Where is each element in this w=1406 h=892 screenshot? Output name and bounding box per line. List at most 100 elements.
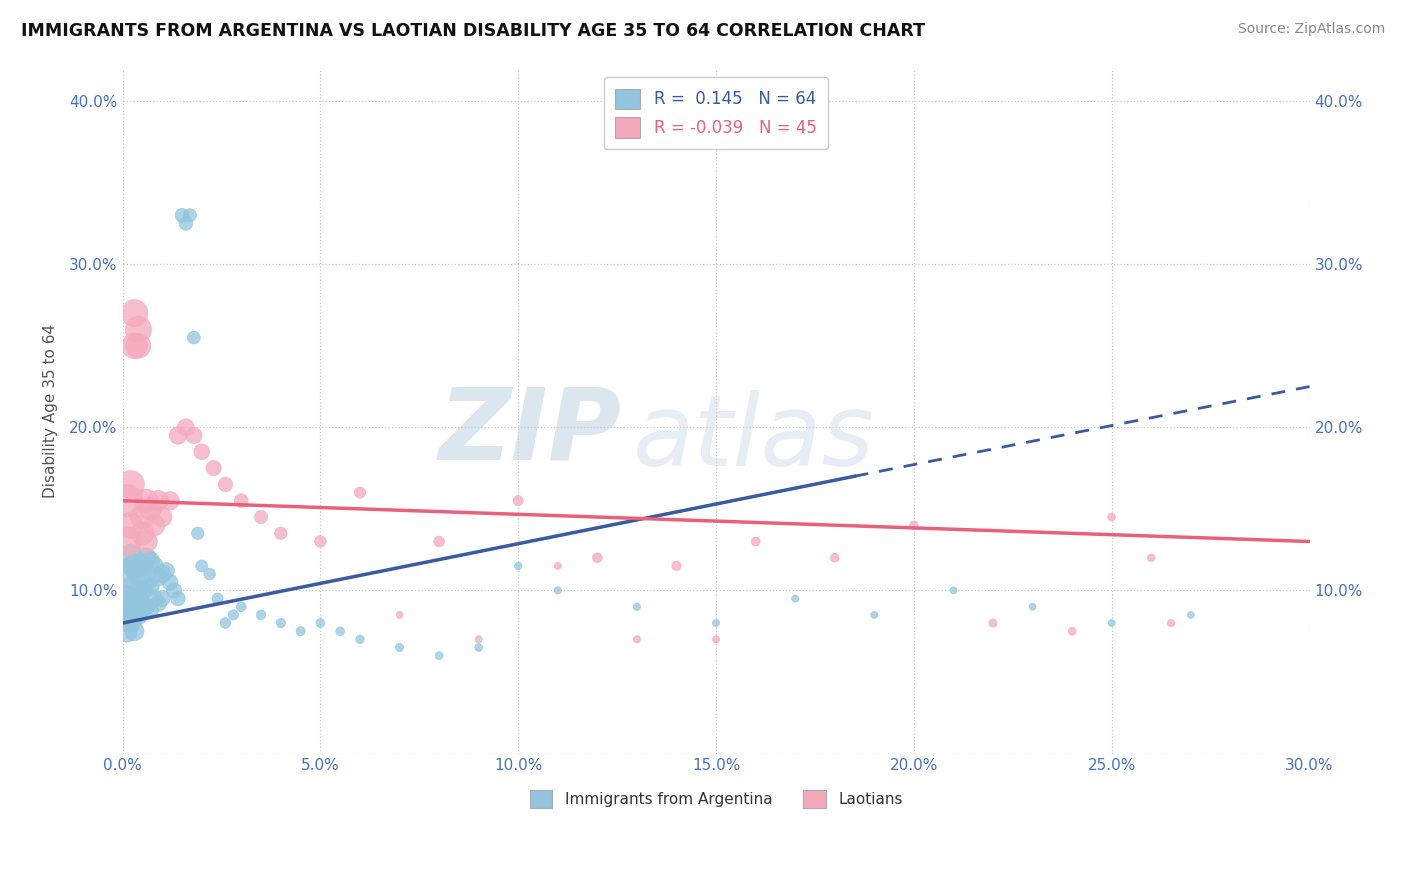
Point: [170, 208, 193, 222]
Text: atlas: atlas: [633, 390, 875, 487]
Point: [467, 640, 489, 655]
Point: [115, 607, 138, 622]
Point: [231, 493, 253, 508]
Point: [115, 493, 138, 508]
Point: [187, 526, 209, 541]
Point: [143, 558, 166, 573]
Point: [309, 534, 332, 549]
Point: [150, 567, 173, 582]
Point: [744, 534, 766, 549]
Point: [155, 564, 177, 578]
Point: [120, 599, 142, 614]
Point: [508, 558, 530, 573]
Point: [704, 615, 727, 630]
Point: [150, 591, 173, 606]
Point: [214, 477, 236, 491]
Point: [467, 632, 489, 647]
Point: [174, 420, 197, 434]
Point: [427, 534, 450, 549]
Point: [508, 493, 530, 508]
Point: [124, 607, 146, 622]
Point: [131, 558, 153, 573]
Point: [124, 558, 146, 573]
Point: [626, 599, 648, 614]
Point: [135, 534, 157, 549]
Point: [427, 648, 450, 663]
Point: [1160, 615, 1182, 630]
Point: [231, 599, 253, 614]
Point: [270, 615, 292, 630]
Point: [124, 306, 146, 320]
Point: [1140, 550, 1163, 565]
Point: [981, 615, 1004, 630]
Point: [135, 599, 157, 614]
Point: [214, 615, 236, 630]
Point: [139, 603, 162, 617]
Point: [120, 477, 142, 491]
Point: [127, 322, 149, 336]
Point: [159, 493, 181, 508]
Point: [190, 444, 212, 458]
Point: [863, 607, 886, 622]
Point: [665, 558, 688, 573]
Point: [159, 575, 181, 590]
Point: [183, 428, 205, 442]
Point: [127, 567, 149, 582]
Point: [150, 510, 173, 524]
Point: [824, 550, 846, 565]
Point: [1180, 607, 1202, 622]
Point: [222, 607, 245, 622]
Point: [547, 583, 569, 598]
Y-axis label: Disability Age 35 to 64: Disability Age 35 to 64: [44, 324, 58, 498]
Point: [131, 583, 153, 598]
Point: [139, 501, 162, 516]
Point: [131, 510, 153, 524]
Point: [120, 615, 142, 630]
Point: [127, 591, 149, 606]
Point: [115, 624, 138, 639]
Point: [163, 583, 186, 598]
Point: [127, 607, 149, 622]
Point: [207, 591, 229, 606]
Point: [115, 534, 138, 549]
Point: [183, 331, 205, 345]
Point: [124, 591, 146, 606]
Point: [329, 624, 352, 639]
Point: [1021, 599, 1043, 614]
Point: [120, 518, 142, 533]
Point: [309, 615, 332, 630]
Point: [135, 550, 157, 565]
Point: [135, 575, 157, 590]
Point: [124, 624, 146, 639]
Point: [167, 591, 190, 606]
Point: [120, 550, 142, 565]
Point: [785, 591, 807, 606]
Point: [120, 583, 142, 598]
Point: [250, 510, 273, 524]
Point: [1062, 624, 1084, 639]
Point: [388, 640, 411, 655]
Point: [388, 607, 411, 622]
Point: [139, 554, 162, 568]
Point: [167, 428, 190, 442]
Point: [903, 518, 925, 533]
Point: [127, 339, 149, 353]
Point: [202, 461, 225, 475]
Point: [190, 558, 212, 573]
Point: [942, 583, 965, 598]
Point: [148, 493, 170, 508]
Text: IMMIGRANTS FROM ARGENTINA VS LAOTIAN DISABILITY AGE 35 TO 64 CORRELATION CHART: IMMIGRANTS FROM ARGENTINA VS LAOTIAN DIS…: [21, 22, 925, 40]
Point: [135, 493, 157, 508]
Point: [131, 603, 153, 617]
Point: [349, 632, 371, 647]
Text: Source: ZipAtlas.com: Source: ZipAtlas.com: [1237, 22, 1385, 37]
Point: [198, 567, 221, 582]
Point: [143, 518, 166, 533]
Point: [124, 339, 146, 353]
Point: [174, 217, 197, 231]
Point: [704, 632, 727, 647]
Point: [586, 550, 609, 565]
Point: [250, 607, 273, 622]
Point: [1101, 615, 1123, 630]
Point: [290, 624, 312, 639]
